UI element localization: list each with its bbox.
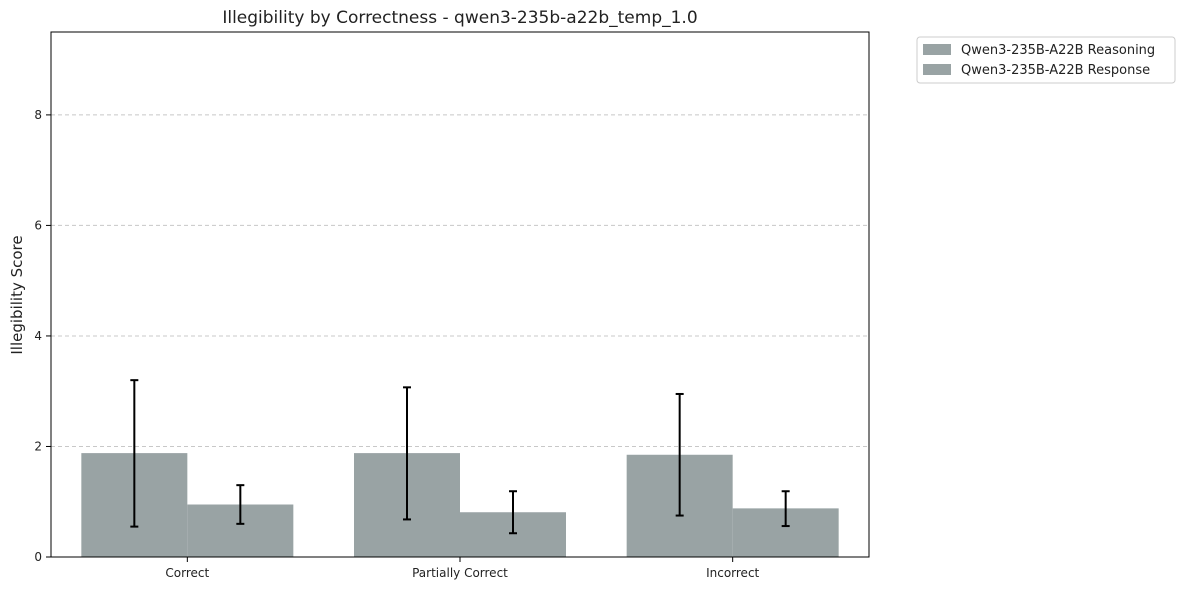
x-tick-label: Incorrect [706, 566, 759, 580]
error-bars [130, 379, 790, 535]
x-tick-label: Partially Correct [412, 566, 508, 580]
legend-swatch [923, 44, 951, 55]
y-axis-label: Illegibility Score [8, 235, 26, 354]
y-tick-label: 2 [34, 439, 42, 453]
y-tick-label: 8 [34, 108, 42, 122]
x-axis-ticks: Correct Partially Correct Incorrect [165, 557, 760, 580]
chart-title: Illegibility by Correctness - qwen3-235b… [222, 8, 697, 28]
grid-lines [51, 114, 869, 447]
legend-label: Qwen3-235B-A22B Reasoning [961, 43, 1155, 58]
legend: Qwen3-235B-A22B Reasoning Qwen3-235B-A22B… [916, 36, 1176, 84]
y-tick-label: 6 [34, 218, 42, 232]
legend-frame [916, 36, 1176, 84]
bars [81, 453, 839, 557]
legend-swatch [923, 64, 951, 75]
y-axis-ticks: 0 2 4 6 8 [34, 108, 51, 564]
y-tick-label: 4 [34, 329, 42, 343]
y-tick-label: 0 [34, 550, 42, 564]
legend-label: Qwen3-235B-A22B Response [961, 63, 1150, 78]
x-tick-label: Correct [165, 566, 209, 580]
